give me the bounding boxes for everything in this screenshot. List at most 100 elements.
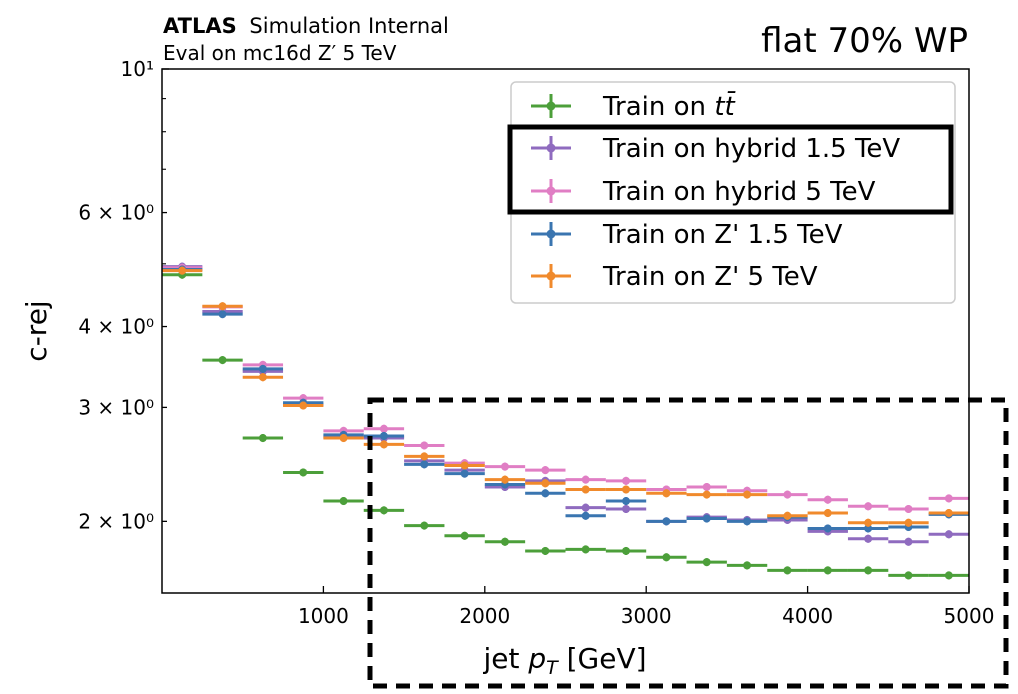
- data-point: [622, 497, 631, 506]
- data-point: [622, 485, 631, 494]
- legend-entry: Train on hybrid 1.5 TeV: [531, 134, 900, 164]
- data-point: [944, 571, 953, 580]
- data-point: [541, 479, 550, 488]
- data-point: [541, 466, 550, 475]
- data-point: [823, 495, 832, 504]
- data-point: [339, 497, 348, 506]
- data-point: [622, 546, 631, 555]
- legend-label: Train on hybrid 5 TeV: [602, 177, 876, 207]
- atlas-label: ATLAS Simulation Internal: [163, 14, 449, 38]
- data-point: [581, 545, 590, 554]
- data-point: [823, 566, 832, 575]
- data-point: [460, 469, 469, 478]
- x-tick-label: 1000: [298, 604, 349, 628]
- data-point: [904, 504, 913, 513]
- data-point: [258, 434, 267, 443]
- data-point: [541, 546, 550, 555]
- data-point: [783, 511, 792, 520]
- legend-swatch-marker: [546, 101, 556, 111]
- x-tick-label: 3000: [621, 604, 672, 628]
- legend-entry: Train on hybrid 5 TeV: [531, 177, 876, 207]
- legend-swatch-marker: [546, 143, 556, 153]
- series-4: [162, 266, 969, 527]
- legend-swatch-marker: [546, 186, 556, 196]
- data-point: [379, 431, 388, 440]
- legend-label: Train on hybrid 1.5 TeV: [602, 134, 900, 164]
- data-point: [944, 509, 953, 518]
- data-point: [823, 524, 832, 533]
- plot-area: [162, 262, 969, 580]
- legend-swatch-marker: [546, 229, 556, 239]
- data-point: [864, 518, 873, 527]
- legend-label: Train on tt̄: [602, 90, 736, 122]
- data-point: [218, 302, 227, 311]
- data-point: [864, 534, 873, 543]
- y-tick-label: 4 × 10⁰: [78, 315, 154, 339]
- atlas-bold: ATLAS: [163, 14, 237, 38]
- data-point: [662, 489, 671, 498]
- y-axis-label: c-rej: [20, 300, 53, 361]
- data-point: [702, 483, 711, 492]
- data-point: [743, 561, 752, 570]
- eval-label: Eval on mc16d Z′ 5 TeV: [163, 41, 397, 65]
- data-point: [581, 475, 590, 484]
- data-point: [662, 517, 671, 526]
- data-point: [581, 503, 590, 512]
- x-tick-label: 2000: [459, 604, 510, 628]
- data-point: [622, 476, 631, 485]
- data-point: [622, 504, 631, 513]
- hybrid-highlight-box: [507, 124, 954, 215]
- x-tick-label: 5000: [944, 604, 995, 628]
- data-point: [460, 461, 469, 470]
- data-point: [500, 475, 509, 484]
- data-point: [662, 553, 671, 562]
- data-point: [379, 440, 388, 449]
- x-tick-label: 4000: [782, 604, 833, 628]
- axes-frame: [161, 68, 970, 594]
- working-point-label: flat 70% WP: [761, 21, 968, 61]
- data-point: [581, 485, 590, 494]
- data-point: [541, 489, 550, 498]
- data-point: [339, 434, 348, 443]
- data-point: [500, 537, 509, 546]
- data-point: [864, 566, 873, 575]
- y-tick-label: 2 × 10⁰: [78, 509, 154, 533]
- legend: Train on tt̄ Train on hybrid 1.5 TeV Train…: [510, 81, 956, 304]
- data-point: [904, 571, 913, 580]
- legend-label: Train on Z' 1.5 TeV: [602, 220, 843, 250]
- data-point: [904, 537, 913, 546]
- legend-entry: Train on tt̄: [531, 90, 736, 122]
- data-point: [944, 494, 953, 503]
- data-point: [864, 524, 873, 533]
- data-point: [299, 468, 308, 477]
- data-point: [420, 460, 429, 469]
- x-axis-label: jet pT [GeV]: [482, 642, 646, 679]
- y-tick-label: 3 × 10⁰: [78, 395, 154, 419]
- data-point: [420, 521, 429, 530]
- data-point: [460, 531, 469, 540]
- y-tick-label: 10¹: [121, 57, 154, 81]
- data-point: [783, 490, 792, 499]
- series-0: [162, 270, 969, 580]
- data-point: [379, 506, 388, 515]
- data-point: [258, 364, 267, 373]
- data-point: [702, 558, 711, 567]
- data-point: [178, 266, 187, 275]
- data-point: [702, 490, 711, 499]
- data-point: [702, 514, 711, 523]
- data-point: [379, 424, 388, 433]
- data-point: [299, 401, 308, 410]
- y-tick-label: 6 × 10⁰: [78, 201, 154, 225]
- data-point: [944, 530, 953, 539]
- data-point: [500, 462, 509, 471]
- data-point: [218, 356, 227, 365]
- data-point: [904, 518, 913, 527]
- data-point: [743, 517, 752, 526]
- data-point: [783, 566, 792, 575]
- data-point: [420, 452, 429, 461]
- data-point: [743, 490, 752, 499]
- data-point: [420, 441, 429, 450]
- data-point: [218, 310, 227, 319]
- data-point: [258, 373, 267, 382]
